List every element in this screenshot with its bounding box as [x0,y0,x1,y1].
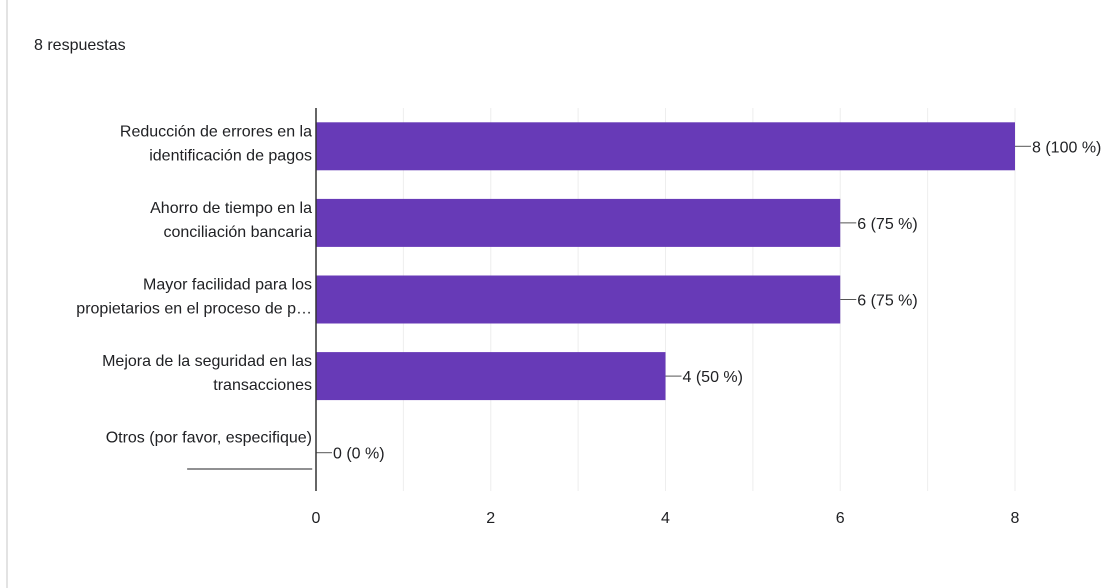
category-label: Mejora de la seguridad en las [102,353,312,370]
x-tick-label: 0 [312,510,321,527]
data-label: 6 (75 %) [857,293,917,310]
data-label: 6 (75 %) [857,216,917,233]
data-label: 4 (50 %) [683,369,743,386]
category-label: transacciones [213,377,312,394]
category-label: ______________ [186,454,313,471]
category-label: Otros (por favor, especifique) [106,430,312,447]
x-tick-label: 2 [486,510,495,527]
x-tick-label: 4 [661,510,670,527]
category-label: identificación de pagos [149,147,312,164]
category-label: Reducción de errores en la [120,123,312,140]
category-label: Ahorro de tiempo en la [150,200,312,217]
category-label: propietarios en el proceso de p… [76,301,312,318]
left-border [6,0,8,588]
response-count: 8 respuestas [34,37,126,54]
category-label: Mayor facilidad para los [143,277,312,294]
x-tick-label: 8 [1011,510,1020,527]
data-label: 8 (100 %) [1032,139,1101,156]
category-label: conciliación bancaria [163,224,312,241]
bar [316,122,1015,171]
x-tick-label: 6 [836,510,845,527]
bar [316,275,841,324]
bar [316,198,841,247]
data-label: 0 (0 %) [333,446,385,463]
bar [316,352,666,401]
